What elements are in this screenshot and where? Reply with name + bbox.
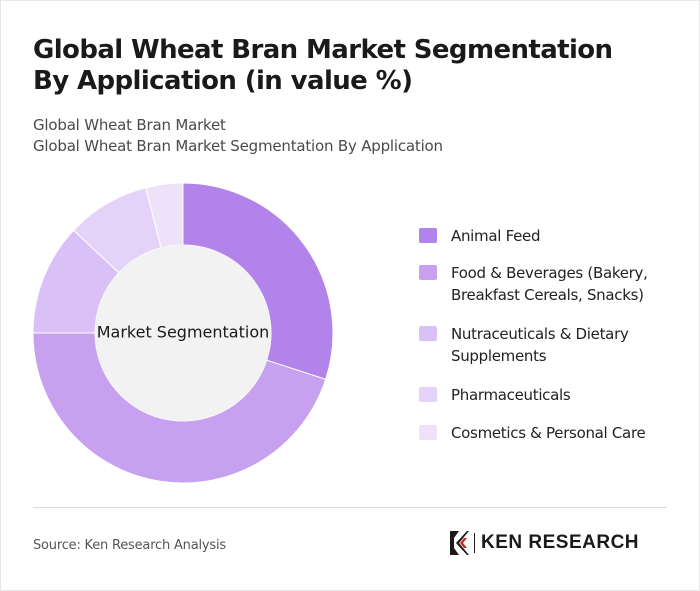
footer-divider [33,507,667,508]
legend-label: Food & Beverages (Bakery, Breakfast Cere… [451,264,648,304]
legend-item-5[interactable]: Cosmetics & Personal Care [419,422,661,444]
source-note: Source: Ken Research Analysis [33,538,226,553]
donut-center-label: Market Segmentation [97,323,270,342]
chart-subtitle: Global Wheat Bran Market Global Wheat Br… [33,115,443,157]
legend-swatch [419,326,437,341]
legend-item-1[interactable]: Animal Feed [419,225,661,247]
legend-swatch [419,265,437,280]
donut-chart: Market Segmentation [32,182,334,484]
logo-text: KEN RESEARCH [481,532,640,553]
legend-swatch [419,228,437,243]
legend-swatch [419,425,437,440]
legend-label: Cosmetics & Personal Care [451,424,646,442]
subtitle-line-1: Global Wheat Bran Market [33,116,226,134]
legend-label: Pharmaceuticals [451,386,571,404]
legend-label: Animal Feed [451,227,541,245]
legend-item-2[interactable]: Food & Beverages (Bakery, Breakfast Cere… [419,262,661,306]
legend-item-4[interactable]: Pharmaceuticals [419,384,661,406]
legend-swatch [419,387,437,402]
donut-hole [95,245,271,421]
ken-research-logo-icon [450,531,469,555]
legend-label: Nutraceuticals & Dietary Supplements [451,325,629,365]
legend-item-3[interactable]: Nutraceuticals & Dietary Supplements [419,323,661,367]
logo-separator [474,533,475,553]
chart-title: Global Wheat Bran Market Segmentation By… [33,35,613,96]
ken-research-logo: KEN RESEARCH [448,530,639,556]
subtitle-line-2: Global Wheat Bran Market Segmentation By… [33,137,443,155]
